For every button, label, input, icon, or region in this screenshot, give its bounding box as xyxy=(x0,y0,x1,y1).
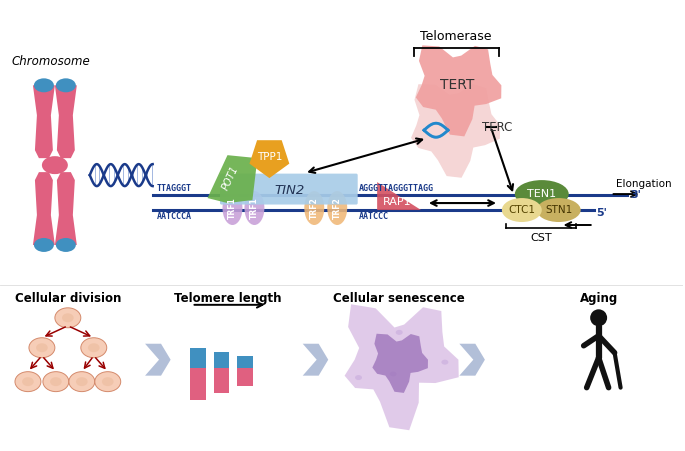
Text: 3': 3' xyxy=(631,190,641,200)
Ellipse shape xyxy=(22,377,34,386)
Text: TERT: TERT xyxy=(440,78,474,92)
Polygon shape xyxy=(460,344,485,376)
Text: TERC: TERC xyxy=(482,121,512,134)
Ellipse shape xyxy=(102,377,114,386)
Ellipse shape xyxy=(515,180,569,208)
Polygon shape xyxy=(208,155,258,203)
Polygon shape xyxy=(238,356,253,368)
Polygon shape xyxy=(55,85,77,158)
Text: AATCCCA: AATCCCA xyxy=(157,212,192,221)
Ellipse shape xyxy=(537,198,581,222)
Text: Aging: Aging xyxy=(580,292,618,305)
Text: 5': 5' xyxy=(597,208,608,218)
Text: Cellular division: Cellular division xyxy=(14,292,121,305)
Polygon shape xyxy=(411,84,500,178)
Ellipse shape xyxy=(304,191,324,225)
Polygon shape xyxy=(33,172,55,245)
Polygon shape xyxy=(145,344,171,376)
Polygon shape xyxy=(238,368,253,386)
Ellipse shape xyxy=(245,191,264,225)
Text: Cellular senescence: Cellular senescence xyxy=(333,292,465,305)
Polygon shape xyxy=(190,348,205,368)
Polygon shape xyxy=(303,344,328,376)
Ellipse shape xyxy=(441,359,449,365)
Ellipse shape xyxy=(15,372,41,391)
Text: RAP1: RAP1 xyxy=(383,197,412,207)
Text: AGGGTTAGGGTTAGG: AGGGTTAGGGTTAGG xyxy=(359,184,434,193)
Ellipse shape xyxy=(76,377,88,386)
Ellipse shape xyxy=(34,238,54,252)
Polygon shape xyxy=(190,368,205,400)
Polygon shape xyxy=(373,334,428,393)
Text: TTAGGGT: TTAGGGT xyxy=(157,184,192,193)
Polygon shape xyxy=(249,140,289,178)
Text: TIN2: TIN2 xyxy=(274,184,304,197)
Polygon shape xyxy=(377,182,421,210)
Polygon shape xyxy=(55,172,77,245)
Ellipse shape xyxy=(29,338,55,358)
Text: Chromosome: Chromosome xyxy=(12,55,90,69)
Text: STN1: STN1 xyxy=(545,205,573,215)
Text: Telomerase: Telomerase xyxy=(420,30,492,43)
Text: TRF1: TRF1 xyxy=(250,197,259,219)
Ellipse shape xyxy=(396,330,403,335)
Polygon shape xyxy=(214,352,229,368)
Ellipse shape xyxy=(62,313,74,322)
Ellipse shape xyxy=(34,78,54,92)
Text: Elongation: Elongation xyxy=(616,179,671,189)
Ellipse shape xyxy=(56,78,76,92)
Text: TRF2: TRF2 xyxy=(310,197,319,219)
Text: AATCCC: AATCCC xyxy=(359,212,389,221)
Ellipse shape xyxy=(81,338,107,358)
FancyBboxPatch shape xyxy=(220,174,358,205)
Ellipse shape xyxy=(43,372,69,391)
Polygon shape xyxy=(214,368,229,393)
Text: TPP1: TPP1 xyxy=(257,152,282,162)
Ellipse shape xyxy=(327,191,347,225)
Ellipse shape xyxy=(95,372,121,391)
Ellipse shape xyxy=(88,343,99,352)
Ellipse shape xyxy=(223,191,242,225)
Ellipse shape xyxy=(355,375,362,380)
Text: CTC1: CTC1 xyxy=(508,205,535,215)
Polygon shape xyxy=(33,85,55,158)
Text: TRF1: TRF1 xyxy=(228,197,237,219)
Text: CST: CST xyxy=(530,233,551,243)
Ellipse shape xyxy=(590,309,607,326)
Polygon shape xyxy=(345,304,459,430)
Text: POT1: POT1 xyxy=(221,164,240,192)
Ellipse shape xyxy=(502,198,542,222)
Ellipse shape xyxy=(55,308,81,328)
Ellipse shape xyxy=(69,372,95,391)
Polygon shape xyxy=(416,46,501,136)
Ellipse shape xyxy=(56,238,76,252)
Ellipse shape xyxy=(42,156,68,174)
Text: TEN1: TEN1 xyxy=(527,189,556,199)
Text: Telomere length: Telomere length xyxy=(174,292,282,305)
Ellipse shape xyxy=(50,377,62,386)
Text: TRF2: TRF2 xyxy=(333,197,342,219)
Ellipse shape xyxy=(390,372,397,377)
Ellipse shape xyxy=(36,343,48,352)
